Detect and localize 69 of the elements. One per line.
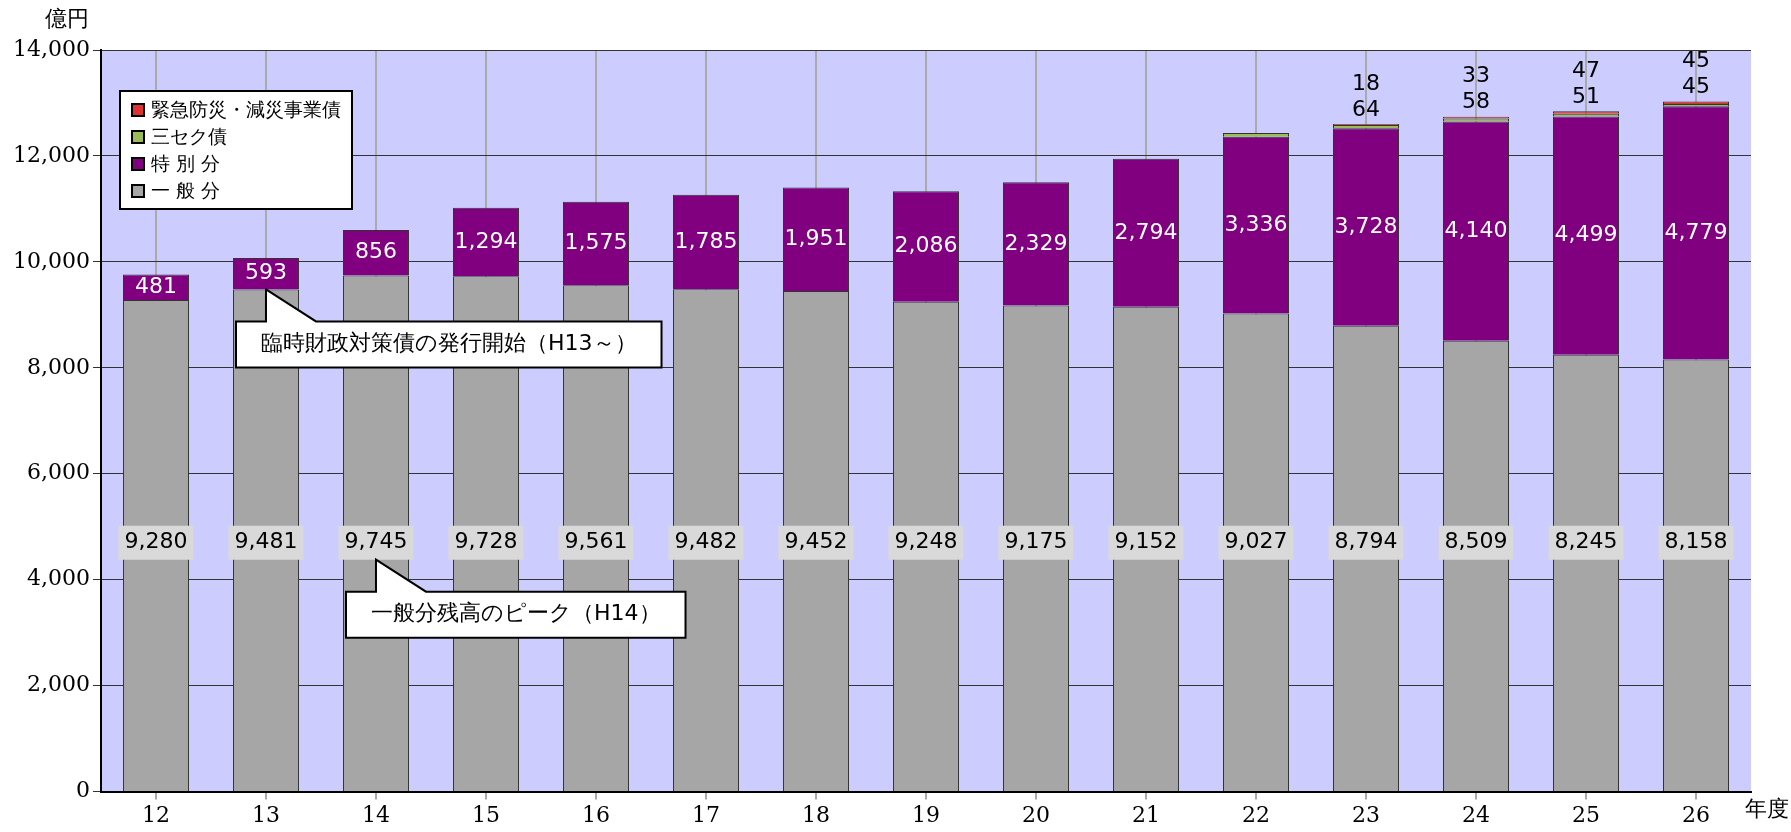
data-label: 1,294 xyxy=(454,227,518,253)
data-label: 33 xyxy=(1462,62,1490,88)
legend-label: 一 般 分 xyxy=(150,178,221,203)
y-tick-label: 2,000 xyxy=(26,671,90,697)
data-label: 4,499 xyxy=(1554,221,1618,247)
data-label: 2,794 xyxy=(1114,218,1178,244)
legend-label: 特 別 分 xyxy=(150,151,221,176)
data-label: 9,481 xyxy=(234,528,298,554)
x-tick-label: 18 xyxy=(801,801,830,827)
data-label: 18 xyxy=(1351,69,1380,95)
data-label: 9,728 xyxy=(454,528,518,554)
y-tick-label: 8,000 xyxy=(26,353,90,379)
data-label: 9,280 xyxy=(124,528,188,554)
y-tick-label: 10,000 xyxy=(12,247,90,273)
data-label: 481 xyxy=(134,273,177,298)
legend-label: 三セク債 xyxy=(150,124,227,149)
x-tick-label: 14 xyxy=(361,801,390,827)
annotation: 臨時財政対策債の発行開始（H13～） xyxy=(260,330,637,356)
y-tick-label: 0 xyxy=(75,777,90,803)
y-tick-label: 6,000 xyxy=(26,459,90,485)
y-tick-label: 12,000 xyxy=(12,141,90,167)
x-tick-label: 17 xyxy=(691,801,720,827)
x-tick-label: 24 xyxy=(1462,801,1490,827)
data-label: 8,509 xyxy=(1444,528,1508,554)
x-tick-label: 15 xyxy=(471,801,500,827)
data-label: 2,086 xyxy=(894,232,958,258)
data-label: 64 xyxy=(1351,95,1380,121)
x-tick-label: 22 xyxy=(1241,801,1270,827)
data-label: 856 xyxy=(354,238,397,264)
data-label: 9,482 xyxy=(674,528,738,554)
x-axis-title: 年度 xyxy=(1745,795,1789,823)
data-label: 593 xyxy=(244,259,287,285)
data-label: 9,745 xyxy=(344,528,408,554)
x-tick-label: 12 xyxy=(141,801,170,827)
data-label: 45 xyxy=(1682,47,1710,73)
data-label: 9,248 xyxy=(894,528,958,554)
annotation: 一般分残高のピーク（H14） xyxy=(370,600,661,626)
data-label: 9,027 xyxy=(1224,528,1288,554)
x-tick-label: 13 xyxy=(251,801,280,827)
y-tick-label: 14,000 xyxy=(12,35,90,61)
x-tick-label: 26 xyxy=(1682,801,1710,827)
data-label: 4,140 xyxy=(1444,216,1508,242)
y-tick-label: 4,000 xyxy=(26,565,90,591)
x-tick-label: 16 xyxy=(581,801,610,827)
x-tick-label: 19 xyxy=(911,801,940,827)
data-label: 58 xyxy=(1462,88,1490,114)
data-label: 1,785 xyxy=(674,227,738,253)
data-label: 9,152 xyxy=(1114,528,1178,554)
data-label: 8,245 xyxy=(1554,528,1618,554)
data-label: 9,175 xyxy=(1004,528,1068,554)
data-label: 3,336 xyxy=(1224,210,1288,236)
data-label: 9,452 xyxy=(784,528,848,554)
x-tick-label: 21 xyxy=(1131,801,1160,827)
legend-label: 緊急防災・減災事業債 xyxy=(150,97,341,122)
data-label: 8,158 xyxy=(1664,528,1728,554)
data-label: 1,951 xyxy=(784,224,848,250)
data-label: 51 xyxy=(1572,83,1600,109)
data-label: 8,794 xyxy=(1334,528,1398,554)
data-label: 1,575 xyxy=(564,229,628,255)
data-label: 47 xyxy=(1572,57,1600,83)
data-label: 9,561 xyxy=(564,528,628,554)
data-label: 3,728 xyxy=(1334,212,1398,238)
y-axis-title: 億円 xyxy=(45,5,89,33)
x-tick-label: 20 xyxy=(1021,801,1050,827)
data-label: 2,329 xyxy=(1004,229,1068,255)
x-tick-label: 23 xyxy=(1351,801,1380,827)
x-tick-label: 25 xyxy=(1572,801,1600,827)
data-label: 45 xyxy=(1682,73,1710,99)
data-label: 4,779 xyxy=(1664,218,1728,244)
